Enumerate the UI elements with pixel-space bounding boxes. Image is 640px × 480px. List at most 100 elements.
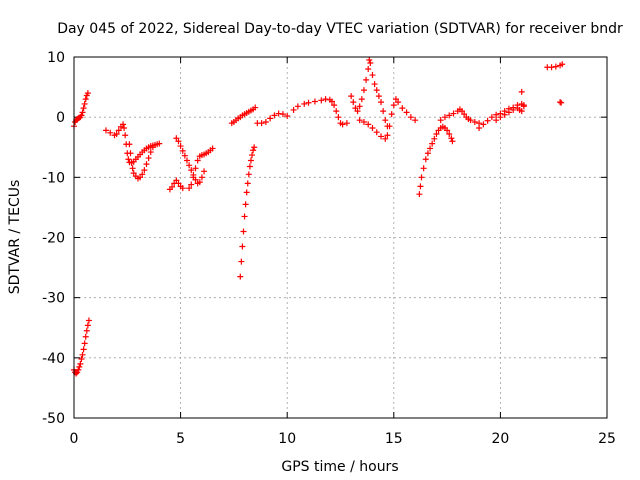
- y-tick-label: -20: [42, 231, 65, 247]
- x-tick-label: 25: [598, 431, 616, 447]
- data-point: [79, 109, 86, 116]
- data-point: [380, 108, 387, 115]
- data-point: [441, 114, 448, 121]
- data-point: [137, 174, 144, 181]
- data-point: [267, 115, 274, 122]
- data-point: [557, 99, 564, 106]
- data-point: [382, 117, 389, 124]
- data-point: [143, 161, 150, 168]
- data-point: [365, 66, 372, 73]
- data-point: [358, 96, 365, 103]
- data-point: [81, 340, 88, 347]
- data-point: [417, 183, 424, 190]
- y-tick-label: 10: [47, 50, 65, 66]
- series-arc2: [102, 121, 163, 166]
- data-point: [83, 327, 90, 334]
- series-arc17: [518, 88, 525, 95]
- data-point: [141, 167, 148, 174]
- data-point: [412, 117, 419, 124]
- data-point: [85, 317, 92, 324]
- data-point: [493, 111, 500, 118]
- data-point: [82, 96, 89, 103]
- data-point: [251, 144, 258, 151]
- data-point: [450, 110, 457, 117]
- data-point: [126, 141, 133, 148]
- data-point: [360, 87, 367, 94]
- data-point: [77, 360, 84, 367]
- series-arc16: [493, 100, 527, 124]
- data-point: [79, 351, 86, 358]
- series-arc7: [228, 104, 259, 127]
- data-point: [179, 147, 186, 154]
- data-point: [497, 114, 504, 121]
- data-point: [246, 163, 253, 170]
- data-point: [183, 157, 190, 164]
- series-arc14: [437, 106, 483, 127]
- data-point: [294, 103, 301, 110]
- data-point: [80, 105, 87, 112]
- data-point: [501, 111, 508, 118]
- data-point: [375, 93, 382, 100]
- data-point: [113, 131, 120, 138]
- data-point: [476, 124, 483, 131]
- data-point: [366, 57, 373, 64]
- data-point: [243, 189, 250, 196]
- data-point: [388, 111, 395, 118]
- x-tick-label: 0: [70, 431, 79, 447]
- data-point: [369, 124, 376, 131]
- data-point: [328, 98, 335, 105]
- data-point: [129, 165, 136, 172]
- data-point: [348, 93, 355, 100]
- data-point: [238, 258, 245, 265]
- data-point: [378, 99, 385, 106]
- data-point: [367, 60, 374, 67]
- data-point: [354, 108, 361, 115]
- data-point: [75, 366, 82, 373]
- data-point: [365, 121, 372, 128]
- data-point: [488, 114, 495, 121]
- series-arc8: [237, 144, 258, 280]
- data-point: [461, 111, 468, 118]
- series-arc9: [254, 110, 291, 127]
- data-point: [390, 102, 397, 109]
- data-point: [192, 165, 199, 172]
- data-point: [322, 96, 329, 103]
- data-point: [392, 96, 399, 103]
- data-point: [407, 114, 414, 121]
- data-point: [279, 111, 286, 118]
- y-tick-label: -50: [42, 411, 65, 427]
- data-point: [514, 102, 521, 109]
- y-tick-label: -10: [42, 170, 65, 186]
- data-point: [188, 167, 195, 174]
- data-point: [82, 333, 89, 340]
- data-point: [471, 118, 478, 125]
- data-point: [418, 174, 425, 181]
- data-point: [373, 129, 380, 136]
- y-axis-label: SDTVAR / TECUs: [7, 180, 23, 295]
- data-point: [446, 112, 453, 119]
- data-point: [552, 63, 559, 70]
- data-point: [169, 183, 176, 190]
- data-point: [258, 120, 265, 127]
- data-point: [81, 100, 88, 107]
- series-arc19: [557, 99, 565, 106]
- data-point: [173, 135, 180, 142]
- data-point: [250, 147, 257, 154]
- series-arc3: [126, 141, 156, 182]
- data-point: [84, 322, 91, 329]
- data-point: [188, 181, 195, 188]
- series-arc12: [356, 96, 419, 142]
- data-point: [335, 114, 342, 121]
- series-arc13: [416, 123, 456, 198]
- data-point: [449, 138, 456, 145]
- y-tick-label: -40: [42, 351, 65, 367]
- data-point: [363, 76, 370, 83]
- y-tick-label: -30: [42, 291, 65, 307]
- data-point: [505, 109, 512, 116]
- data-point: [427, 145, 434, 152]
- data-point: [80, 346, 87, 353]
- x-tick-label: 5: [176, 431, 185, 447]
- data-point: [399, 105, 406, 112]
- data-point: [518, 108, 525, 115]
